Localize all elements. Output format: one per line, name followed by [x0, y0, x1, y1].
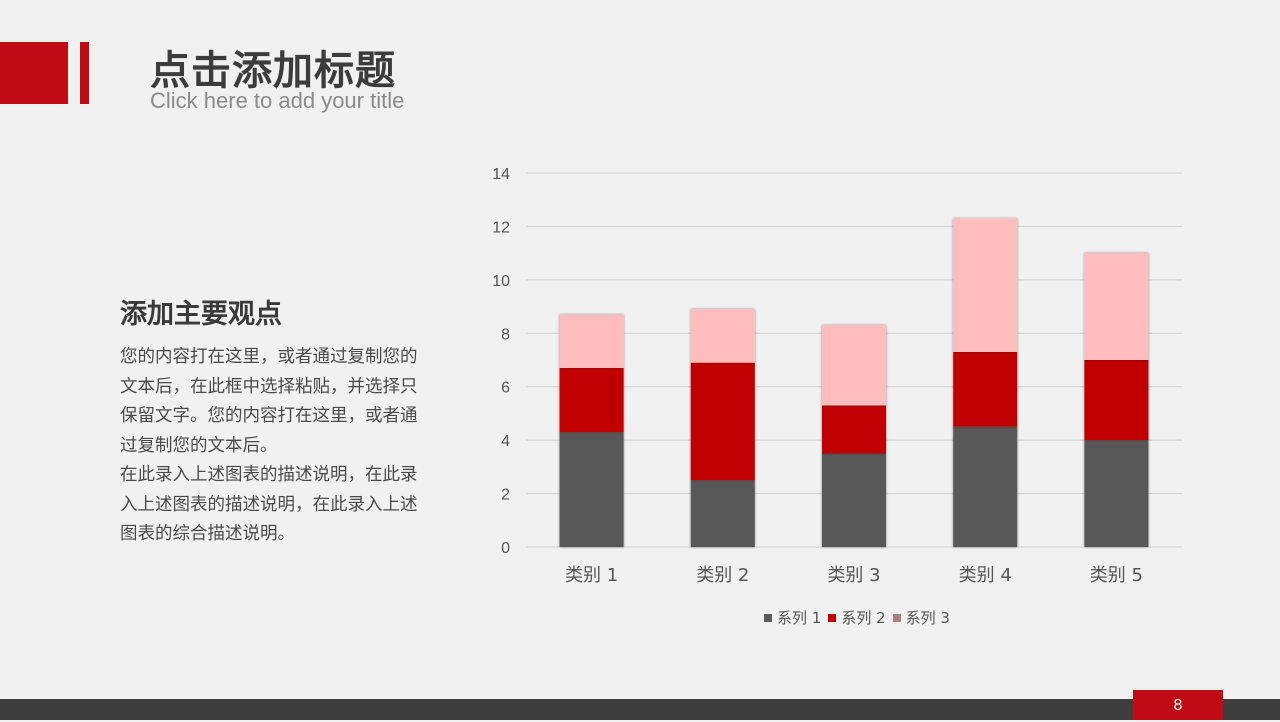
description-paragraph-1: 您的内容打在这里，或者通过复制您的文本后，在此框中选择粘贴，并选择只保留文字。您… — [120, 347, 418, 456]
bar-5-series-2 — [1084, 360, 1149, 441]
bar-4-series-1 — [953, 426, 1018, 547]
bar-4-series-2 — [953, 351, 1018, 427]
footer-bar — [0, 699, 1280, 720]
y-tick-label-2: 4 — [501, 433, 510, 450]
legend-swatch-series-3 — [892, 613, 901, 622]
legend-item-series-3: 系列 3 — [892, 607, 950, 628]
legend-label-series-2: 系列 2 — [841, 609, 886, 627]
bar-3-series-1 — [822, 453, 886, 547]
legend-swatch-series-2 — [828, 613, 837, 622]
accent-block — [0, 42, 68, 104]
bar-2-series-1 — [690, 480, 755, 547]
bar-3-series-2 — [822, 405, 886, 454]
bar-2-series-2 — [690, 362, 755, 481]
bar-1-series-3 — [559, 314, 624, 369]
page-title: 点击添加标题 — [150, 48, 396, 94]
accent-bar — [80, 42, 89, 104]
legend-swatch-series-1 — [764, 613, 772, 622]
legend-label-series-3: 系列 3 — [905, 609, 950, 627]
legend-item-series-1: 系列 1 — [764, 607, 821, 628]
chart-legend: 系列 1 系列 2 系列 3 — [764, 607, 957, 628]
legend-item-series-2: 系列 2 — [828, 607, 886, 628]
x-tick-label-4: 类别 4 — [959, 565, 1012, 586]
bar-4-series-3 — [953, 218, 1018, 352]
y-tick-label-3: 6 — [501, 380, 510, 397]
bar-5-series-1 — [1084, 440, 1149, 547]
stacked-bar-chart: 0 2 4 6 8 10 12 14 类别 1 类别 2 类别 3 类别 4 类别 5 — [492, 166, 1182, 586]
description-text: 您的内容打在这里，或者通过复制您的文本后，在此框中选择粘贴，并选择只保留文字。您… — [120, 343, 430, 550]
main-point-heading: 添加主要观点 — [120, 299, 282, 330]
x-tick-label-2: 类别 2 — [696, 565, 749, 586]
y-tick-label-0: 0 — [501, 540, 510, 557]
page-number: 8 — [1133, 690, 1223, 720]
y-tick-label-7: 14 — [492, 166, 510, 183]
y-tick-label-6: 12 — [492, 219, 510, 236]
y-tick-label-1: 2 — [501, 487, 510, 504]
bar-1-series-2 — [559, 368, 624, 433]
page-subtitle: Click here to add your title — [150, 88, 405, 113]
legend-label-series-1: 系列 1 — [777, 609, 822, 627]
bar-5-series-3 — [1084, 253, 1149, 360]
y-tick-label-5: 10 — [492, 273, 510, 290]
description-paragraph-2: 在此录入上述图表的描述说明，在此录入上述图表的描述说明，在此录入上述图表的综合描… — [120, 465, 418, 544]
x-tick-label-1: 类别 1 — [565, 565, 618, 586]
x-tick-label-3: 类别 3 — [827, 565, 880, 586]
bar-2-series-3 — [690, 309, 755, 363]
y-tick-label-4: 8 — [501, 326, 510, 343]
bar-1-series-1 — [559, 432, 624, 547]
x-tick-label-5: 类别 5 — [1090, 565, 1143, 586]
bar-3-series-3 — [822, 325, 886, 406]
